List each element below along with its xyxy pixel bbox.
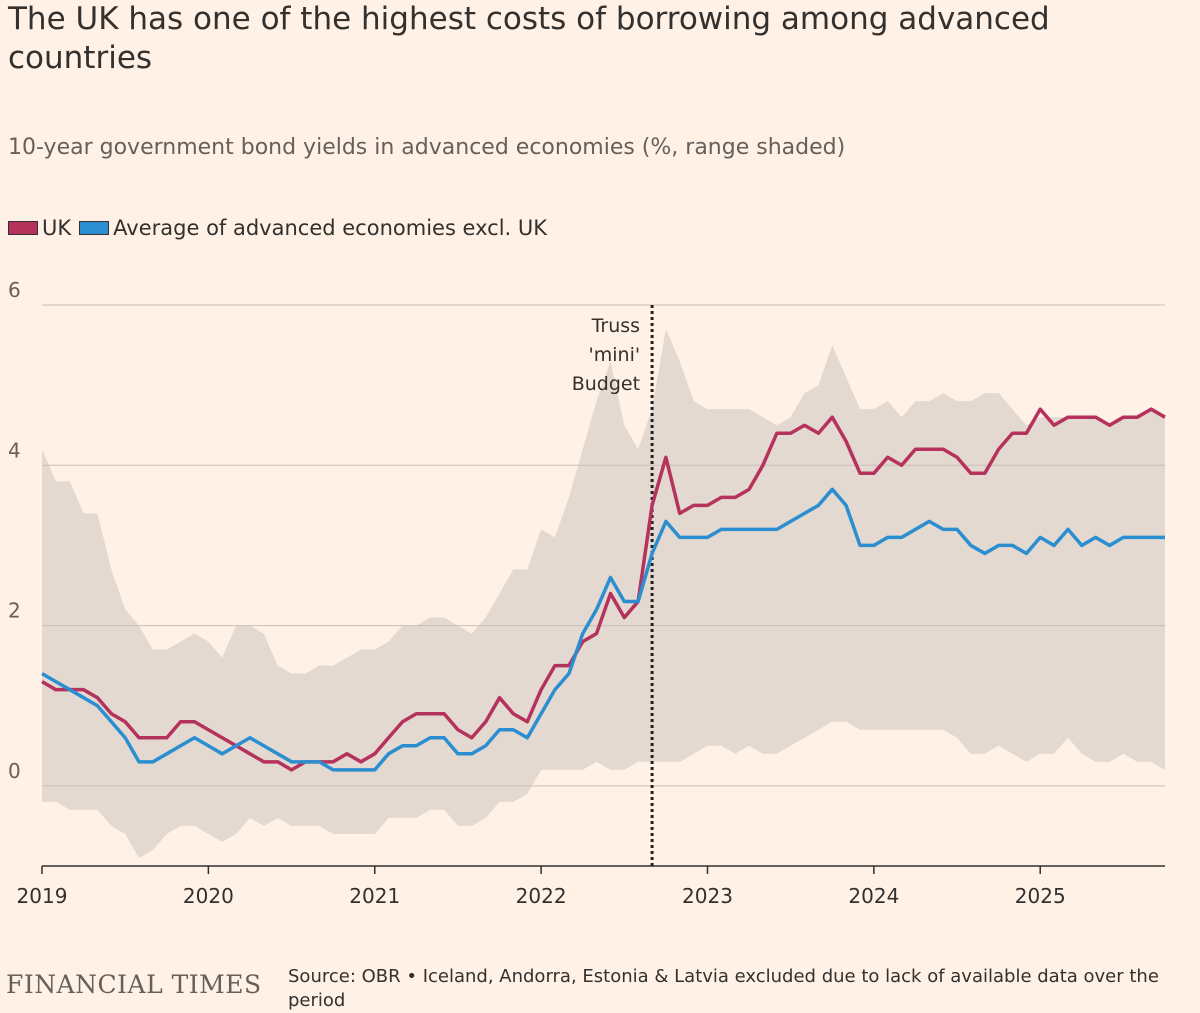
x-tick-label: 2019 <box>17 884 68 908</box>
y-tick-label: 4 <box>8 438 21 462</box>
x-tick-label: 2024 <box>848 884 899 908</box>
annotation-label: Truss <box>591 315 640 337</box>
x-tick-label: 2025 <box>1015 884 1066 908</box>
legend-item-uk: UK <box>8 216 71 240</box>
x-tick-label: 2021 <box>349 884 400 908</box>
uk-line <box>41 407 1166 772</box>
legend-item-average: Average of advanced economies excl. UK <box>79 216 547 240</box>
average-line <box>41 487 1165 772</box>
chart-title: The UK has one of the highest costs of b… <box>8 1 1050 76</box>
y-tick-label: 0 <box>8 759 21 783</box>
legend-swatch-average <box>79 221 110 235</box>
legend: UK Average of advanced economies excl. U… <box>8 216 555 240</box>
chart-subtitle: 10-year government bond yields in advanc… <box>8 135 846 160</box>
x-tick-label: 2020 <box>183 884 234 908</box>
x-tick-label: 2022 <box>516 884 567 908</box>
legend-label-average: Average of advanced economies excl. UK <box>113 216 548 240</box>
legend-swatch-uk <box>8 221 38 235</box>
x-tick-label: 2023 <box>682 884 733 908</box>
annotation-label: Budget <box>572 373 640 395</box>
ft-logo: FINANCIAL TIMES <box>6 970 262 999</box>
y-tick-label: 2 <box>8 599 21 623</box>
line-chart: 0 2 4 6 2019 2020 2021 2022 2023 2024 2025 Truss 'mi… <box>8 278 1166 908</box>
legend-label-uk: UK <box>42 216 72 240</box>
y-tick-label: 6 <box>8 278 21 302</box>
annotation-label: 'mini' <box>589 344 641 366</box>
